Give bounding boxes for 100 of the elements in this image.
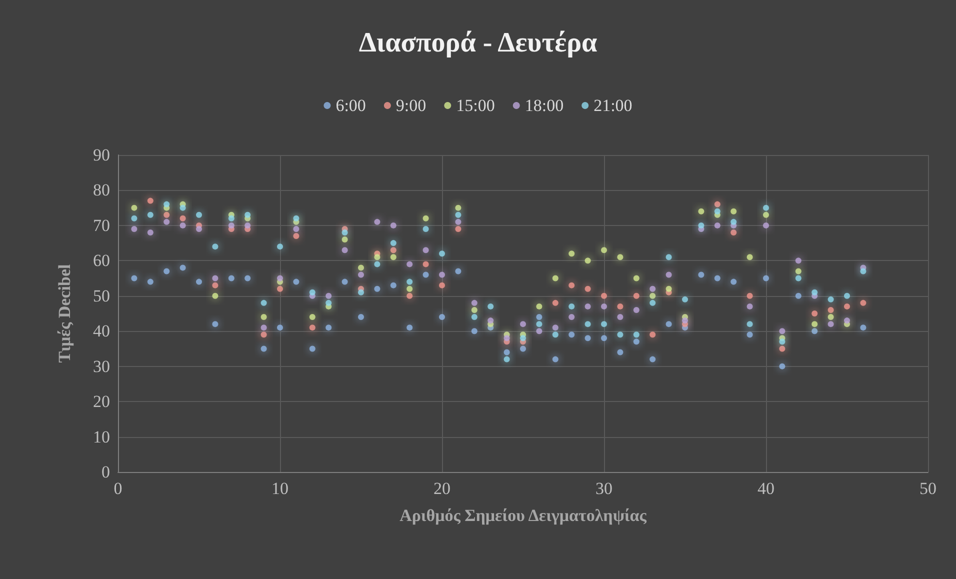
point bbox=[763, 222, 769, 228]
point bbox=[212, 282, 218, 288]
point bbox=[326, 292, 332, 299]
x-tick-label: 50 bbox=[920, 479, 936, 498]
point bbox=[504, 335, 510, 342]
point bbox=[131, 204, 138, 211]
point bbox=[406, 286, 413, 292]
point bbox=[228, 275, 234, 282]
point bbox=[374, 261, 380, 268]
point bbox=[471, 306, 478, 313]
point bbox=[812, 321, 818, 328]
point bbox=[617, 254, 624, 260]
point bbox=[828, 296, 834, 302]
y-tick-label: 90 bbox=[93, 146, 110, 164]
point bbox=[455, 212, 462, 218]
point bbox=[244, 275, 251, 282]
point bbox=[698, 222, 704, 228]
point bbox=[147, 198, 154, 204]
point bbox=[358, 272, 364, 278]
point bbox=[326, 324, 332, 331]
point bbox=[650, 286, 656, 292]
point bbox=[390, 247, 396, 254]
point bbox=[520, 346, 526, 352]
point bbox=[390, 240, 396, 246]
point bbox=[763, 212, 769, 218]
point bbox=[584, 258, 591, 264]
point bbox=[488, 318, 494, 324]
point bbox=[342, 247, 348, 254]
point bbox=[212, 275, 218, 282]
y-axis-title: Τιμές Decibel bbox=[55, 264, 74, 363]
point bbox=[504, 349, 510, 356]
point bbox=[131, 275, 138, 282]
point bbox=[455, 218, 462, 225]
point bbox=[650, 292, 656, 299]
y-tick-label: 60 bbox=[93, 251, 110, 270]
point bbox=[633, 338, 640, 345]
point bbox=[601, 247, 607, 254]
point bbox=[277, 244, 283, 250]
point bbox=[633, 292, 640, 299]
point bbox=[633, 332, 640, 338]
point bbox=[617, 314, 624, 320]
point bbox=[342, 229, 348, 236]
point bbox=[439, 282, 445, 288]
point bbox=[422, 247, 429, 254]
point bbox=[795, 268, 802, 274]
point bbox=[422, 261, 429, 268]
point bbox=[374, 286, 380, 292]
point bbox=[552, 332, 558, 338]
point bbox=[682, 318, 688, 324]
point bbox=[520, 335, 526, 342]
legend-label: 15:00 bbox=[456, 96, 495, 115]
point bbox=[455, 226, 462, 232]
point bbox=[164, 218, 170, 225]
point bbox=[714, 275, 720, 282]
point bbox=[471, 300, 478, 306]
point bbox=[552, 275, 558, 282]
point bbox=[536, 314, 542, 320]
point bbox=[568, 332, 575, 338]
point bbox=[714, 208, 720, 214]
y-tick-label: 0 bbox=[102, 462, 110, 482]
point bbox=[422, 215, 429, 222]
point bbox=[730, 278, 737, 285]
point bbox=[504, 356, 510, 362]
point bbox=[147, 278, 154, 285]
point bbox=[164, 201, 170, 208]
point bbox=[812, 310, 818, 316]
point bbox=[439, 314, 445, 320]
point bbox=[455, 204, 462, 211]
point bbox=[390, 254, 396, 260]
point bbox=[650, 332, 656, 338]
point bbox=[244, 212, 251, 218]
y-tick-label: 70 bbox=[93, 216, 110, 235]
point bbox=[601, 335, 607, 342]
x-tick-label: 10 bbox=[272, 479, 288, 498]
point bbox=[309, 324, 316, 331]
point bbox=[374, 218, 380, 225]
point bbox=[730, 229, 737, 236]
point bbox=[358, 314, 364, 320]
point bbox=[293, 233, 300, 240]
point bbox=[746, 303, 753, 310]
point bbox=[844, 292, 850, 299]
point bbox=[584, 286, 591, 292]
point bbox=[812, 328, 818, 334]
point bbox=[260, 332, 267, 338]
point bbox=[536, 321, 542, 328]
point bbox=[844, 303, 850, 310]
point bbox=[828, 314, 834, 320]
point bbox=[763, 275, 769, 282]
point bbox=[260, 346, 267, 352]
point bbox=[584, 303, 591, 310]
point bbox=[406, 324, 413, 331]
point bbox=[244, 222, 251, 228]
point bbox=[147, 212, 154, 218]
chart-title: Διασπορά - Δευτέρα bbox=[358, 28, 598, 58]
point bbox=[536, 303, 542, 310]
point bbox=[212, 244, 218, 250]
point bbox=[552, 324, 558, 331]
point bbox=[374, 254, 380, 260]
point bbox=[633, 275, 640, 282]
point bbox=[358, 289, 364, 296]
